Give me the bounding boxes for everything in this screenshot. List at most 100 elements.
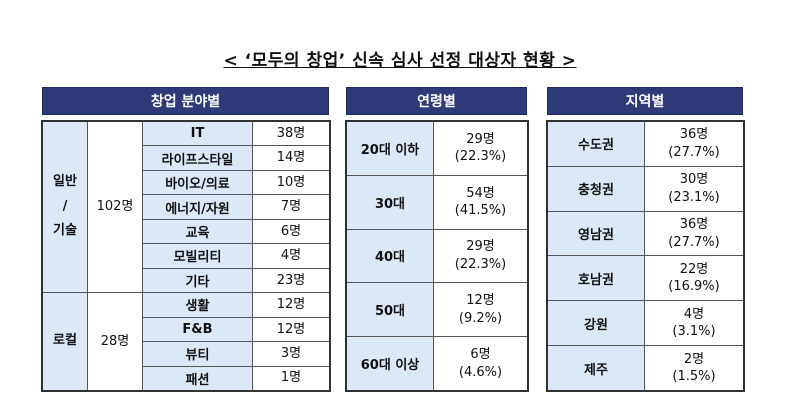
row-label: 강원 — [547, 300, 645, 347]
category-count: 4명 — [252, 243, 330, 269]
category-label: IT — [142, 120, 253, 147]
row-value: 30명 (23.1%) — [644, 165, 744, 212]
category-label: 뷰티 — [142, 341, 253, 367]
row-label: 호남권 — [547, 255, 645, 302]
category-count: 12명 — [252, 316, 330, 343]
table-row: 에너지/자원 7명 — [43, 194, 330, 220]
group-name-cell: 로컬 — [42, 292, 88, 391]
row-percent: (27.7%) — [668, 234, 720, 250]
table-row: 30대 54명 (41.5%) — [346, 174, 528, 230]
region-table-header: 지역별 — [547, 87, 743, 115]
category-count: 12명 — [252, 292, 330, 318]
region-table: 수도권 36명 (27.7%) 충청권 30명 (23.1%) 영남권 36명 (27.7%) 호… — [546, 120, 745, 392]
row-label: 영남권 — [547, 210, 645, 257]
page-title: < ‘모두의 창업’ 신속 심사 선정 대상자 현황 > — [223, 51, 577, 71]
table-row: 50대 12명 (9.2%) — [346, 282, 528, 338]
category-count: 7명 — [252, 194, 330, 220]
row-label: 20대 이하 — [346, 121, 434, 176]
table-row: 영남권 36명 (27.7%) — [547, 210, 744, 257]
table-row: 제주 2명 (1.5%) — [547, 345, 744, 391]
row-percent: (3.1%) — [672, 324, 716, 340]
category-label: F&B — [142, 316, 253, 343]
table-row: 로컬 28명 생활 12명 — [42, 292, 330, 391]
table-row: 뷰티 3명 — [43, 341, 330, 367]
group-total-cell: 28명 — [87, 292, 143, 391]
category-label: 패션 — [142, 365, 253, 391]
table-row: 40대 29명 (22.3%) — [346, 228, 528, 284]
category-count: 23명 — [252, 267, 330, 294]
row-count: 2명 — [683, 351, 705, 367]
category-label: 라이프스타일 — [142, 145, 253, 171]
row-percent: (1.5%) — [672, 369, 716, 385]
group-name-line: 로컬 — [53, 333, 77, 349]
field-table-header: 창업 분야별 — [42, 87, 329, 115]
group-name-line: 기술 — [53, 223, 77, 239]
group-name-cell: 일반 / 기술 — [42, 120, 88, 294]
category-count: 1명 — [252, 365, 330, 391]
row-count: 36명 — [679, 127, 709, 143]
row-label: 제주 — [547, 345, 645, 391]
row-value: 54명 (41.5%) — [433, 174, 528, 230]
age-table-header: 연령별 — [346, 87, 527, 115]
row-percent: (22.3%) — [454, 149, 507, 165]
category-count: 6명 — [252, 218, 330, 245]
table-row: 20대 이하 29명 (22.3%) — [346, 121, 528, 176]
row-percent: (4.6%) — [458, 364, 503, 380]
category-label: 모빌리티 — [142, 243, 253, 269]
row-count: 22명 — [679, 261, 709, 277]
category-count: 14명 — [252, 145, 330, 171]
row-percent: (27.7%) — [668, 144, 720, 160]
row-label: 충청권 — [547, 165, 645, 212]
table-row: F&B 12명 — [43, 316, 330, 343]
group-name-line: / — [62, 198, 68, 214]
table-row: 라이프스타일 14명 — [43, 145, 330, 171]
row-value: 12명 (9.2%) — [433, 282, 528, 338]
row-count: 54명 — [466, 185, 495, 201]
row-value: 29명 (22.3%) — [433, 121, 528, 176]
category-count: 38명 — [252, 120, 330, 147]
row-percent: (22.3%) — [454, 256, 507, 272]
table-row: 호남권 22명 (16.9%) — [547, 255, 744, 302]
group-total-cell: 102명 — [87, 120, 143, 294]
row-label: 60대 이상 — [346, 336, 434, 391]
category-count: 3명 — [252, 341, 330, 367]
row-label: 40대 — [346, 228, 434, 284]
row-count: 36명 — [679, 217, 709, 233]
row-count: 6명 — [470, 347, 491, 363]
category-label: 바이오/의료 — [142, 169, 253, 196]
row-percent: (16.9%) — [668, 279, 720, 295]
row-label: 수도권 — [547, 121, 645, 167]
row-count: 4명 — [683, 306, 705, 322]
row-percent: (41.5%) — [454, 203, 507, 219]
group-name-line: 일반 — [53, 174, 77, 190]
row-value: 36명 (27.7%) — [644, 210, 744, 257]
row-count: 29명 — [466, 131, 495, 147]
row-value: 2명 (1.5%) — [644, 345, 744, 391]
table-row: 교육 6명 — [43, 218, 330, 245]
row-label: 50대 — [346, 282, 434, 338]
row-value: 36명 (27.7%) — [644, 121, 744, 167]
row-percent: (9.2%) — [458, 310, 503, 326]
table-row: 기타 23명 — [43, 267, 330, 294]
table-row: 패션 1명 — [43, 365, 330, 391]
table-row: 충청권 30명 (23.1%) — [547, 165, 744, 212]
table-row: 일반 / 기술 102명 IT 38명 — [42, 120, 330, 294]
category-count: 10명 — [252, 169, 330, 196]
row-count: 30명 — [679, 172, 709, 188]
row-value: 22명 (16.9%) — [644, 255, 744, 302]
category-label: 생활 — [142, 292, 253, 318]
row-value: 4명 (3.1%) — [644, 300, 744, 347]
table-row: 수도권 36명 (27.7%) — [547, 121, 744, 167]
row-value: 6명 (4.6%) — [433, 336, 528, 391]
table-row: 60대 이상 6명 (4.6%) — [346, 336, 528, 391]
row-percent: (23.1%) — [668, 189, 720, 205]
category-label: 에너지/자원 — [142, 194, 253, 220]
table-row: 강원 4명 (3.1%) — [547, 300, 744, 347]
table-row: 바이오/의료 10명 — [43, 169, 330, 196]
row-value: 29명 (22.3%) — [433, 228, 528, 284]
row-label: 30대 — [346, 174, 434, 230]
row-count: 29명 — [466, 239, 495, 255]
age-table: 20대 이하 29명 (22.3%) 30대 54명 (41.5%) 40대 29명 (22.3… — [345, 120, 529, 392]
category-label: 기타 — [142, 267, 253, 294]
row-count: 12명 — [466, 293, 495, 309]
